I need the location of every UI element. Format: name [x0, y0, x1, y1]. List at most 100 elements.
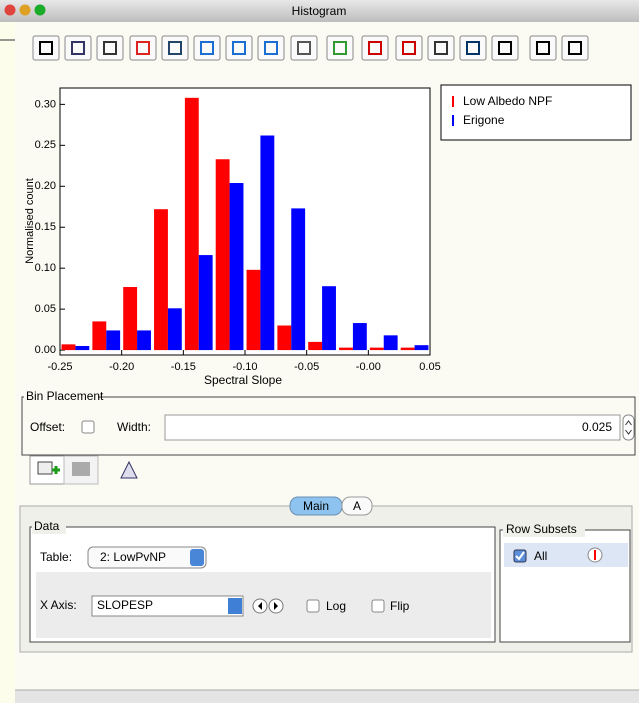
toolbar-icon [434, 41, 448, 55]
log-label: Log [326, 599, 346, 613]
y-tick-label: 0.10 [35, 262, 56, 274]
legend-entries: Low Albedo NPF Erigone [452, 94, 552, 127]
bar [61, 344, 76, 351]
close-button[interactable] [4, 4, 16, 16]
toolbar-icon [297, 41, 311, 55]
toolbar-button[interactable] [459, 35, 487, 61]
toolbar-button[interactable] [32, 35, 60, 61]
minimize-button[interactable] [19, 4, 31, 16]
bar [322, 286, 336, 351]
bar [198, 255, 213, 351]
bar [184, 97, 199, 351]
bar [246, 269, 261, 351]
bar [291, 208, 306, 351]
x-tick-label: -0.00 [356, 361, 381, 373]
toolbar-button[interactable] [225, 35, 253, 61]
a-tab[interactable] [341, 496, 373, 516]
toolbar-button[interactable] [257, 35, 285, 61]
table-label: Table: [40, 550, 72, 564]
flip-checkbox[interactable] [371, 599, 385, 613]
toolbar-button[interactable] [491, 35, 519, 61]
window-title: Histogram [292, 4, 347, 18]
legend-label: Low Albedo NPF [463, 94, 552, 108]
y-tick-label: 0.30 [35, 98, 56, 110]
tab-label[interactable]: Main [303, 499, 329, 513]
width-value: 0.025 [582, 420, 612, 434]
bar [92, 321, 107, 351]
bar [154, 209, 168, 351]
bar [277, 325, 292, 351]
toolbar-icon [498, 41, 512, 55]
data-title: Data [34, 519, 60, 533]
spinner-arrows [625, 420, 632, 435]
combo-arrows [190, 549, 204, 566]
bar [229, 183, 244, 351]
combo-arrow [228, 598, 242, 614]
row-subsets-title: Row Subsets [506, 522, 577, 536]
toolbar-button[interactable] [361, 35, 389, 61]
table-combo[interactable] [87, 546, 207, 569]
next-arrow [274, 602, 278, 610]
toolbar-button[interactable] [529, 35, 557, 61]
status-bar [15, 690, 639, 703]
y-axis-label: Normalised count [24, 178, 36, 264]
wizard-icon[interactable] [120, 460, 138, 479]
x-axis-value: SLOPESP [97, 598, 153, 612]
bar [414, 345, 429, 351]
tab-label[interactable]: A [353, 499, 361, 513]
zoom-button[interactable] [34, 4, 46, 16]
toolbar-button[interactable] [161, 35, 189, 61]
toolbar-icon [136, 41, 150, 55]
bin-placement-border [21, 396, 636, 456]
toolbar-button[interactable] [326, 35, 354, 61]
border-gap [32, 520, 66, 534]
toolbar-button[interactable] [561, 35, 589, 61]
y-tick-label: 0.05 [35, 303, 56, 315]
x-tick-label: -0.20 [109, 361, 134, 373]
toolbar-icon [368, 41, 382, 55]
log-checkbox[interactable] [306, 599, 320, 613]
border-gap [24, 390, 98, 404]
toolbar-button[interactable] [64, 35, 92, 61]
flip-label: Flip [390, 599, 410, 613]
toolbar-button[interactable] [290, 35, 318, 61]
x-tick-label: -0.15 [171, 361, 196, 373]
toolbar-button[interactable] [395, 35, 423, 61]
bar [308, 341, 323, 351]
plot: 0.00 0.05 0.10 0.15 0.20 0.25 0.30 -0.25 -0.20 -0… [35, 97, 441, 373]
width-label: Width: [117, 420, 151, 434]
plus-icon [52, 466, 60, 474]
width-field[interactable] [164, 414, 621, 441]
plot-area [59, 87, 431, 356]
toolbar-button[interactable] [96, 35, 124, 61]
offset-checkbox[interactable] [81, 420, 95, 434]
y-tick-label: 0.15 [35, 221, 56, 233]
toolbar [32, 35, 589, 61]
bar [106, 330, 121, 351]
x-axis-combo-label: X Axis: [40, 598, 77, 612]
toolbar-icon [200, 41, 214, 55]
legend [440, 84, 632, 141]
bar [75, 345, 90, 351]
bar [400, 347, 415, 351]
x-axis-combo[interactable] [91, 595, 244, 617]
toolbar-button[interactable] [129, 35, 157, 61]
bar [137, 330, 151, 351]
x-tick-label: -0.05 [294, 361, 319, 373]
legend-label: Erigone [463, 113, 505, 127]
toolbar-button[interactable] [427, 35, 455, 61]
y-tick-label: 0.00 [35, 344, 56, 356]
table-value: 2: LowPvNP [100, 550, 166, 564]
toolbar-button[interactable] [193, 35, 221, 61]
width-spinner[interactable] [622, 414, 635, 441]
subset-label: All [534, 549, 547, 563]
toolbar-icon [466, 41, 480, 55]
tabs: Main A [303, 499, 361, 513]
toolbar-icon [232, 41, 246, 55]
toolbar-icon [402, 41, 416, 55]
bar [369, 347, 384, 351]
x-axis-label: Spectral Slope [204, 373, 282, 387]
toolbar-icon [568, 41, 582, 55]
bar [352, 323, 367, 351]
